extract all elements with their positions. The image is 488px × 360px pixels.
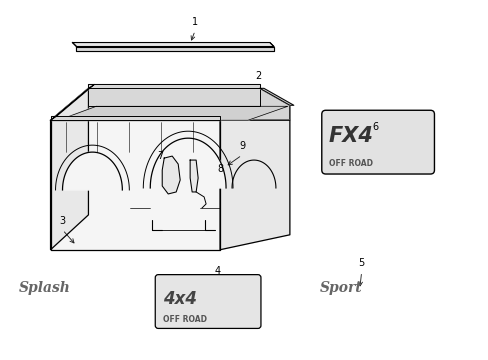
FancyBboxPatch shape	[155, 275, 261, 328]
Polygon shape	[220, 120, 289, 250]
Text: 2: 2	[254, 71, 261, 81]
Text: 9: 9	[239, 141, 244, 151]
Text: 7: 7	[157, 151, 163, 161]
Text: 6: 6	[372, 122, 378, 132]
Polygon shape	[150, 138, 225, 188]
Text: FX4: FX4	[328, 126, 373, 146]
Polygon shape	[50, 88, 88, 250]
Text: 4x4: 4x4	[163, 289, 197, 307]
Polygon shape	[72, 42, 273, 46]
FancyBboxPatch shape	[321, 110, 433, 174]
Polygon shape	[88, 88, 260, 106]
Text: Sport: Sport	[319, 280, 362, 294]
Polygon shape	[260, 88, 293, 105]
Text: 5: 5	[358, 258, 364, 268]
Text: 1: 1	[192, 17, 198, 27]
Polygon shape	[62, 152, 122, 190]
Text: 3: 3	[60, 216, 65, 226]
Polygon shape	[50, 84, 94, 120]
Polygon shape	[50, 88, 289, 120]
Text: Splash: Splash	[19, 280, 70, 294]
Polygon shape	[190, 160, 198, 192]
Polygon shape	[50, 120, 220, 250]
Polygon shape	[76, 46, 273, 50]
Text: 8: 8	[217, 164, 223, 174]
Polygon shape	[50, 116, 220, 120]
Polygon shape	[59, 106, 287, 120]
Polygon shape	[88, 84, 260, 88]
Text: OFF ROAD: OFF ROAD	[328, 159, 372, 168]
Polygon shape	[162, 156, 180, 194]
Text: 4: 4	[215, 266, 221, 276]
Text: OFF ROAD: OFF ROAD	[163, 315, 207, 324]
